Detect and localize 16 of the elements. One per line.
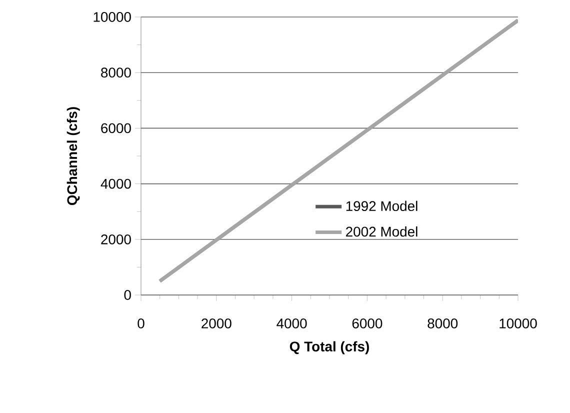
x-axis-title: Q Total (cfs) [290,341,369,354]
y-tick-label: 8000 [101,68,131,78]
legend-label: 2002 Model [346,226,418,237]
y-tick-label: 6000 [101,123,131,134]
y-tick-label: 10000 [94,12,131,22]
legend-label: 1992 Model [346,200,418,212]
x-tick-label: 4000 [276,318,307,328]
x-tick-label: 2000 [202,318,232,328]
y-tick-label: 4000 [100,178,131,189]
x-tick-label: 0 [138,318,144,328]
x-tick-label: 10000 [500,318,537,328]
y-tick-label: 0 [124,290,131,300]
x-tick-label: 6000 [352,318,382,328]
y-axis-title: QChannel (cfs) [66,107,80,206]
y-tick-label: 2000 [101,234,131,244]
x-tick-label: 8000 [428,318,458,328]
